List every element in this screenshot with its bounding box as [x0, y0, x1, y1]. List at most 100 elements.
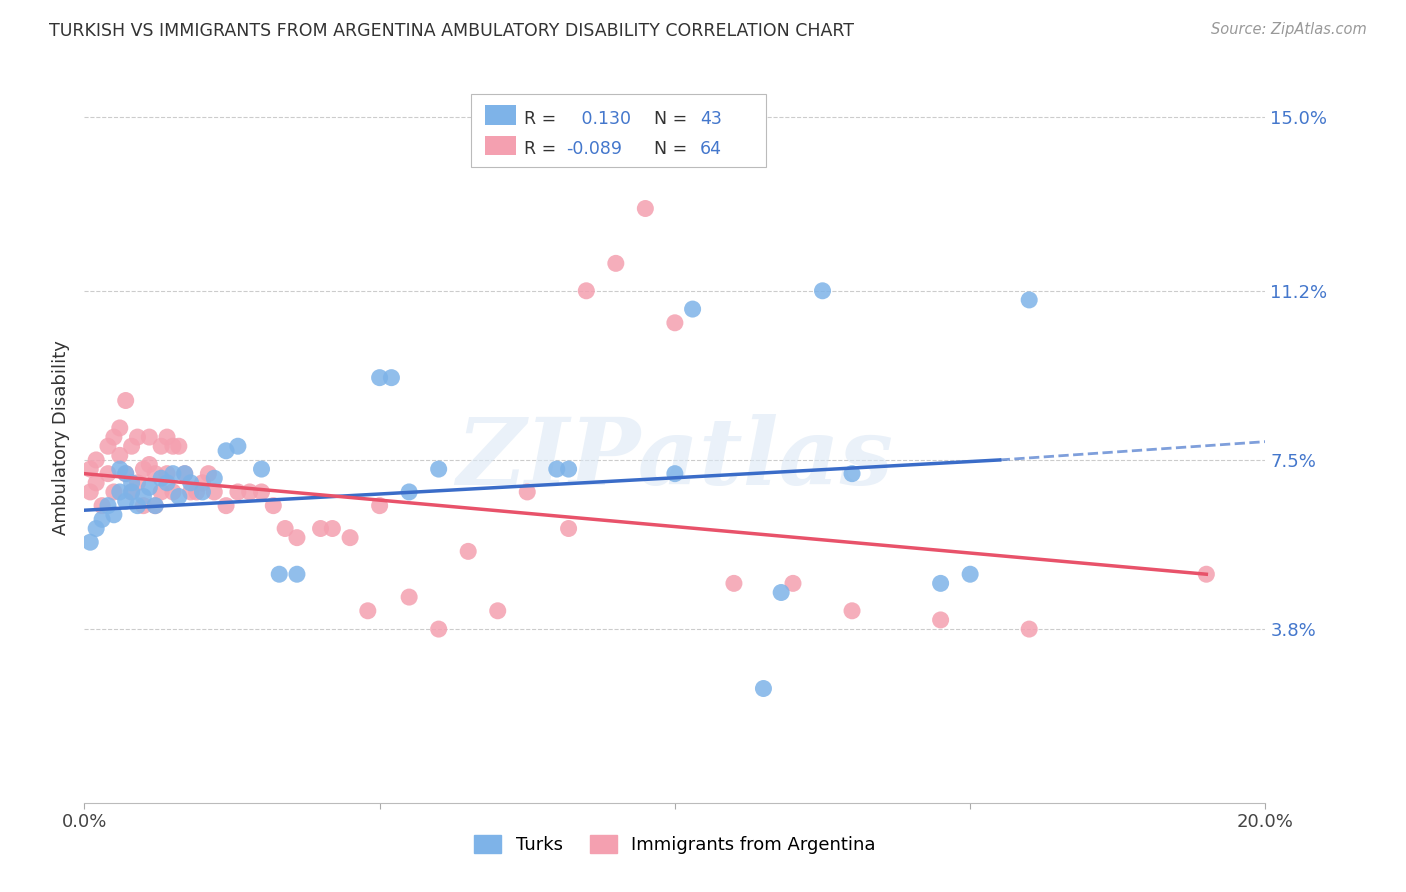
Point — [546, 462, 568, 476]
Point — [121, 475, 143, 490]
Legend: Turks, Immigrants from Argentina: Turks, Immigrants from Argentina — [465, 826, 884, 863]
Point — [143, 499, 166, 513]
Point — [173, 467, 195, 481]
Point — [250, 462, 273, 476]
Text: -0.089: -0.089 — [567, 140, 623, 158]
Point — [959, 567, 981, 582]
Point — [156, 430, 179, 444]
Point — [121, 485, 143, 500]
Point — [215, 443, 238, 458]
Point — [121, 439, 143, 453]
Point — [269, 567, 291, 582]
Text: 0.130: 0.130 — [576, 110, 631, 128]
Point — [180, 485, 202, 500]
Point — [811, 284, 834, 298]
Point — [285, 567, 308, 582]
Point — [150, 485, 173, 500]
Text: Source: ZipAtlas.com: Source: ZipAtlas.com — [1211, 22, 1367, 37]
Point — [202, 471, 225, 485]
Point — [143, 467, 166, 481]
Point — [186, 485, 208, 500]
Point — [138, 430, 160, 444]
Point — [427, 622, 450, 636]
Point — [162, 485, 184, 500]
Point — [457, 544, 479, 558]
Point — [664, 316, 686, 330]
Point — [557, 462, 579, 476]
Point — [368, 370, 391, 384]
Point — [132, 462, 155, 476]
Point — [132, 490, 155, 504]
Point — [605, 256, 627, 270]
Point — [79, 535, 101, 549]
Point — [91, 499, 114, 513]
Point — [114, 393, 136, 408]
Point — [84, 453, 107, 467]
Point — [132, 499, 155, 513]
Point — [368, 499, 391, 513]
Point — [752, 681, 775, 696]
Text: N =: N = — [654, 140, 693, 158]
Point — [191, 485, 214, 500]
Point — [108, 462, 131, 476]
Point — [841, 604, 863, 618]
Point — [557, 521, 579, 535]
Text: 64: 64 — [700, 140, 723, 158]
Point — [127, 475, 149, 490]
Point — [239, 485, 262, 500]
Text: ZIPatlas: ZIPatlas — [457, 414, 893, 504]
Point — [138, 480, 160, 494]
Point — [226, 439, 249, 453]
Point — [84, 521, 107, 535]
Point — [634, 202, 657, 216]
Point — [841, 467, 863, 481]
Point — [782, 576, 804, 591]
Point — [114, 494, 136, 508]
Point — [427, 462, 450, 476]
Point — [138, 458, 160, 472]
Point — [156, 475, 179, 490]
Point — [97, 439, 120, 453]
Point — [321, 521, 343, 535]
Point — [108, 449, 131, 463]
Point — [929, 613, 952, 627]
Point — [197, 467, 219, 481]
Point — [664, 467, 686, 481]
Text: R =: R = — [524, 110, 562, 128]
Point — [127, 430, 149, 444]
Point — [79, 462, 101, 476]
Point — [191, 475, 214, 490]
Text: TURKISH VS IMMIGRANTS FROM ARGENTINA AMBULATORY DISABILITY CORRELATION CHART: TURKISH VS IMMIGRANTS FROM ARGENTINA AMB… — [49, 22, 855, 40]
Text: N =: N = — [654, 110, 693, 128]
Text: R =: R = — [524, 140, 562, 158]
Point — [250, 485, 273, 500]
Point — [162, 467, 184, 481]
Point — [202, 485, 225, 500]
Point — [486, 604, 509, 618]
Point — [103, 430, 125, 444]
Point — [97, 499, 120, 513]
Point — [167, 439, 190, 453]
Point — [103, 508, 125, 522]
Point — [575, 284, 598, 298]
Point — [180, 475, 202, 490]
Point — [121, 485, 143, 500]
Point — [114, 467, 136, 481]
Point — [1018, 622, 1040, 636]
Point — [262, 499, 284, 513]
Point — [723, 576, 745, 591]
Point — [1018, 293, 1040, 307]
Point — [108, 485, 131, 500]
Point — [357, 604, 380, 618]
Point — [215, 499, 238, 513]
Point — [682, 302, 704, 317]
Point — [114, 467, 136, 481]
Point — [91, 512, 114, 526]
Point — [103, 485, 125, 500]
Point — [150, 471, 173, 485]
Point — [339, 531, 361, 545]
Point — [226, 485, 249, 500]
Point — [97, 467, 120, 481]
Point — [173, 467, 195, 481]
Text: 43: 43 — [700, 110, 723, 128]
